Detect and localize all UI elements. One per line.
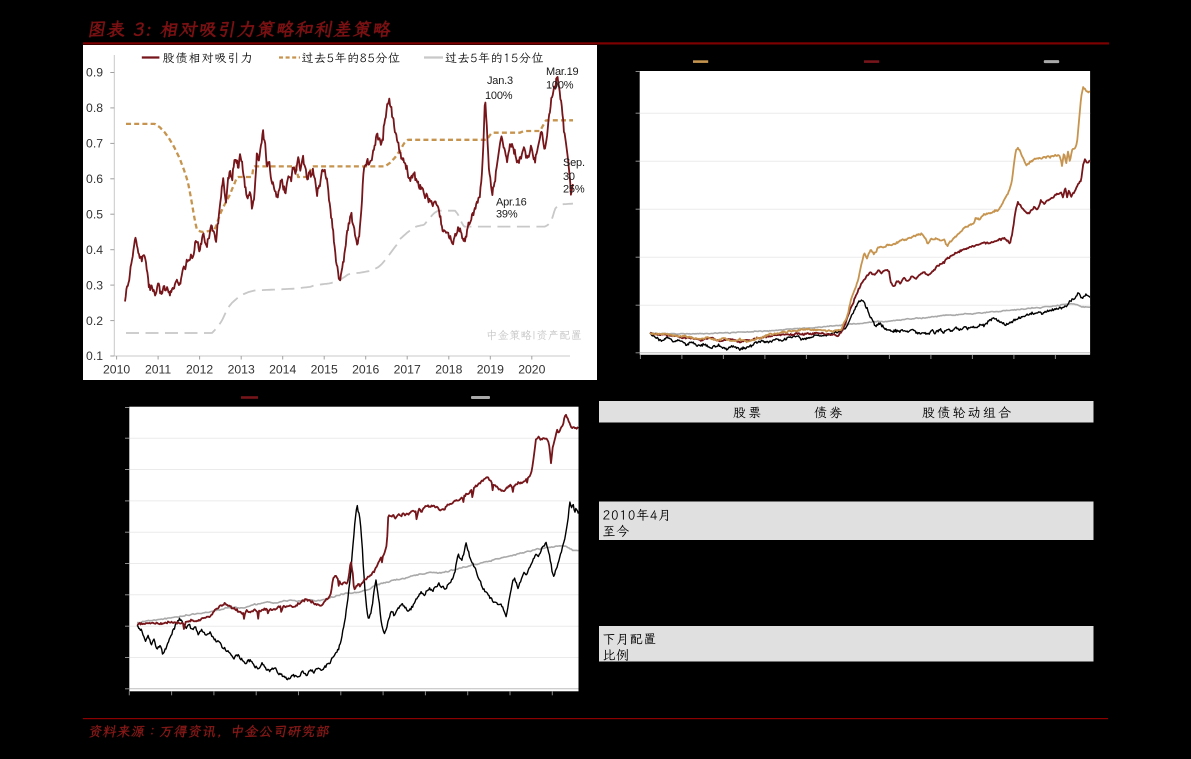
svg-text:0.2: 0.2 bbox=[86, 314, 103, 328]
svg-text:Jan.3: Jan.3 bbox=[487, 75, 513, 87]
svg-text:0.4: 0.4 bbox=[86, 243, 103, 257]
svg-text:0.6: 0.6 bbox=[86, 172, 103, 186]
svg-text:2012: 2012 bbox=[186, 363, 213, 377]
svg-text:39%: 39% bbox=[496, 209, 518, 221]
svg-text:2013: 2013 bbox=[228, 363, 255, 377]
svg-text:0.3: 0.3 bbox=[86, 278, 103, 292]
svg-text:Mar.19: Mar.19 bbox=[546, 66, 579, 78]
svg-text:2020: 2020 bbox=[518, 363, 545, 377]
svg-text:30: 30 bbox=[563, 171, 575, 183]
svg-text:0.7: 0.7 bbox=[86, 137, 103, 151]
svg-text:2018: 2018 bbox=[435, 363, 462, 377]
svg-text:0.9: 0.9 bbox=[86, 66, 103, 80]
svg-text:2015: 2015 bbox=[311, 363, 338, 377]
svg-text:100%: 100% bbox=[546, 80, 574, 92]
svg-text:2016: 2016 bbox=[352, 363, 379, 377]
svg-text:2014: 2014 bbox=[269, 363, 296, 377]
svg-text:2019: 2019 bbox=[477, 363, 504, 377]
svg-text:Sep.: Sep. bbox=[563, 157, 585, 169]
svg-text:0.5: 0.5 bbox=[86, 207, 103, 221]
svg-text:100%: 100% bbox=[485, 90, 513, 102]
svg-text:2010: 2010 bbox=[103, 363, 130, 377]
svg-text:0.8: 0.8 bbox=[86, 101, 103, 115]
svg-text:2017: 2017 bbox=[394, 363, 421, 377]
svg-text:2011: 2011 bbox=[145, 363, 171, 377]
svg-text:Apr.16: Apr.16 bbox=[496, 197, 527, 209]
svg-text:25%: 25% bbox=[563, 184, 585, 196]
svg-text:0.1: 0.1 bbox=[86, 349, 103, 363]
